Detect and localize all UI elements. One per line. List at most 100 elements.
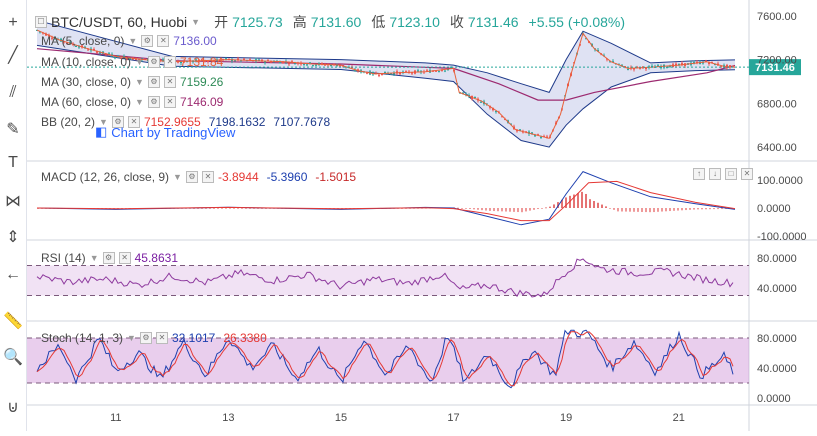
macd-move-up-icon[interactable]: ↑: [693, 168, 705, 180]
candle-body: [180, 61, 182, 63]
stoch-settings-icon[interactable]: ⚙: [139, 332, 152, 344]
zoom-icon[interactable]: 🔍: [3, 349, 23, 366]
candle-body: [294, 63, 296, 65]
candle-body: [117, 55, 119, 57]
candle-body: [213, 60, 215, 62]
candle-body: [609, 61, 611, 63]
close-label: 收: [449, 14, 464, 30]
ma60-close-icon[interactable]: ✕: [163, 96, 176, 108]
crosshair-icon[interactable]: +: [8, 14, 18, 31]
macd-pane-close-icon[interactable]: ✕: [741, 168, 753, 180]
macd-hist-bar: [601, 204, 603, 208]
stoch-tick-0: 80.0000: [757, 333, 797, 345]
ma30-chevron-down-icon[interactable]: ▼: [135, 77, 144, 87]
macd-hist-bar: [469, 208, 471, 209]
back-arrow-icon[interactable]: ←: [5, 266, 21, 283]
macd-hist-bar: [529, 208, 531, 211]
ma10-legend[interactable]: MA (10, close, 0) ▼ ⚙ ✕ 7131.84: [41, 55, 223, 69]
time-tick-3: 17: [447, 412, 459, 424]
macd-hist-bar: [253, 207, 255, 209]
brush-icon[interactable]: ✎: [6, 121, 20, 138]
macd-hist-bar: [665, 208, 667, 212]
candle-body: [75, 45, 77, 47]
macd-hist-bar: [621, 208, 623, 212]
ma5-settings-icon[interactable]: ⚙: [141, 35, 154, 47]
ma30-label: MA (30, close, 0): [41, 75, 132, 89]
macd-hist-bar: [641, 208, 643, 212]
candle-body: [120, 58, 122, 60]
stoch-legend[interactable]: Stoch (14, 1, 3) ▼ ⚙ ✕ 32.1017 26.3380: [41, 331, 267, 345]
candle-body: [537, 134, 539, 136]
ma5-chevron-down-icon[interactable]: ▼: [128, 36, 138, 46]
candle-body: [540, 136, 542, 138]
ma10-close-icon[interactable]: ✕: [163, 56, 176, 68]
ma30-settings-icon[interactable]: ⚙: [147, 76, 160, 88]
chart-area[interactable]: 7131.46 7600.00 7200.00 6800.00 6400.00 100.0…: [27, 0, 817, 431]
rsi-legend[interactable]: RSI (14) ▼ ⚙ ✕ 45.8631: [41, 251, 178, 265]
ma10-settings-icon[interactable]: ⚙: [147, 56, 160, 68]
ma60-settings-icon[interactable]: ⚙: [147, 96, 160, 108]
candle-body: [138, 59, 140, 61]
ma60-chevron-down-icon[interactable]: ▼: [135, 97, 144, 107]
magnet-icon[interactable]: ⊍: [7, 399, 19, 416]
ma10-label: MA (10, close, 0): [41, 55, 132, 69]
macd-close-icon[interactable]: ✕: [201, 171, 214, 183]
candle-body: [288, 63, 290, 65]
tradingview-watermark[interactable]: ◧ Chart by TradingView: [95, 124, 235, 140]
candle-body: [441, 70, 443, 72]
symbol-chevron-down-icon[interactable]: ▼: [191, 17, 201, 27]
symbol-caret-icon[interactable]: ☐: [35, 16, 47, 28]
ruler-icon[interactable]: 📏: [3, 313, 23, 330]
candle-body: [504, 119, 506, 121]
rsi-line: [36, 258, 734, 298]
symbol-label: BTC/USDT, 60, Huobi: [51, 14, 188, 30]
high-label: 高: [292, 14, 307, 30]
pattern-icon[interactable]: ⋈: [5, 193, 21, 210]
macd-pane-controls[interactable]: ↑ ↓ □ ✕: [693, 168, 753, 180]
macd-hist-bar: [553, 204, 555, 208]
macd-hist-bar: [573, 194, 575, 208]
macd-hist-bar: [705, 208, 707, 210]
stoch-chevron-down-icon[interactable]: ▼: [127, 333, 136, 343]
candle-body: [366, 72, 368, 74]
ma30-legend[interactable]: MA (30, close, 0) ▼ ⚙ ✕ 7159.26: [41, 75, 223, 89]
macd-hist-bar: [557, 202, 559, 208]
candle-body: [306, 64, 308, 66]
macd-settings-icon[interactable]: ⚙: [185, 171, 198, 183]
candle-body: [495, 111, 497, 113]
bb-close-icon[interactable]: ✕: [127, 116, 140, 128]
candle-body: [129, 58, 131, 60]
candle-body: [450, 67, 452, 69]
bb-chevron-down-icon[interactable]: ▼: [99, 117, 108, 127]
ma30-close-icon[interactable]: ✕: [163, 76, 176, 88]
ma5-legend[interactable]: MA (5, close, 0) ▼ ⚙ ✕ 7136.00: [41, 34, 217, 48]
stoch-close-icon[interactable]: ✕: [155, 332, 168, 344]
rsi-close-icon[interactable]: ✕: [118, 252, 131, 264]
macd-chevron-down-icon[interactable]: ▼: [173, 172, 182, 182]
text-tool-icon[interactable]: T: [8, 154, 18, 171]
candle-body: [645, 68, 647, 70]
bb-legend[interactable]: BB (20, 2) ▼ ⚙ ✕ 7152.9655 7198.1632 710…: [41, 115, 330, 129]
ma60-line: [36, 48, 736, 101]
macd-hist-bar: [533, 208, 535, 210]
ma60-legend[interactable]: MA (60, close, 0) ▼ ⚙ ✕ 7146.09: [41, 95, 223, 109]
rsi-chevron-down-icon[interactable]: ▼: [89, 253, 99, 263]
ma10-chevron-down-icon[interactable]: ▼: [135, 57, 144, 67]
macd-legend[interactable]: MACD (12, 26, close, 9) ▼ ⚙ ✕ -3.8944 -5…: [41, 170, 356, 184]
fib-icon[interactable]: ⇕: [6, 229, 20, 246]
macd-move-down-icon[interactable]: ↓: [709, 168, 721, 180]
rsi-settings-icon[interactable]: ⚙: [102, 252, 115, 264]
macd-hist-bar: [497, 208, 499, 212]
macd-maximize-icon[interactable]: □: [725, 168, 737, 180]
macd-hist-bar: [537, 208, 539, 210]
ma5-close-icon[interactable]: ✕: [157, 35, 170, 47]
bb-settings-icon[interactable]: ⚙: [111, 116, 124, 128]
trend-line-icon[interactable]: ╱: [8, 47, 18, 64]
macd-hist-bar: [501, 208, 503, 212]
time-tick-1: 13: [222, 412, 234, 424]
low-label: 低: [371, 14, 386, 30]
time-tick-5: 21: [673, 412, 685, 424]
parallel-channel-icon[interactable]: ⫽: [9, 84, 17, 101]
price-tick-3: 6400.00: [757, 142, 797, 154]
macd-hist-bar: [717, 208, 719, 210]
